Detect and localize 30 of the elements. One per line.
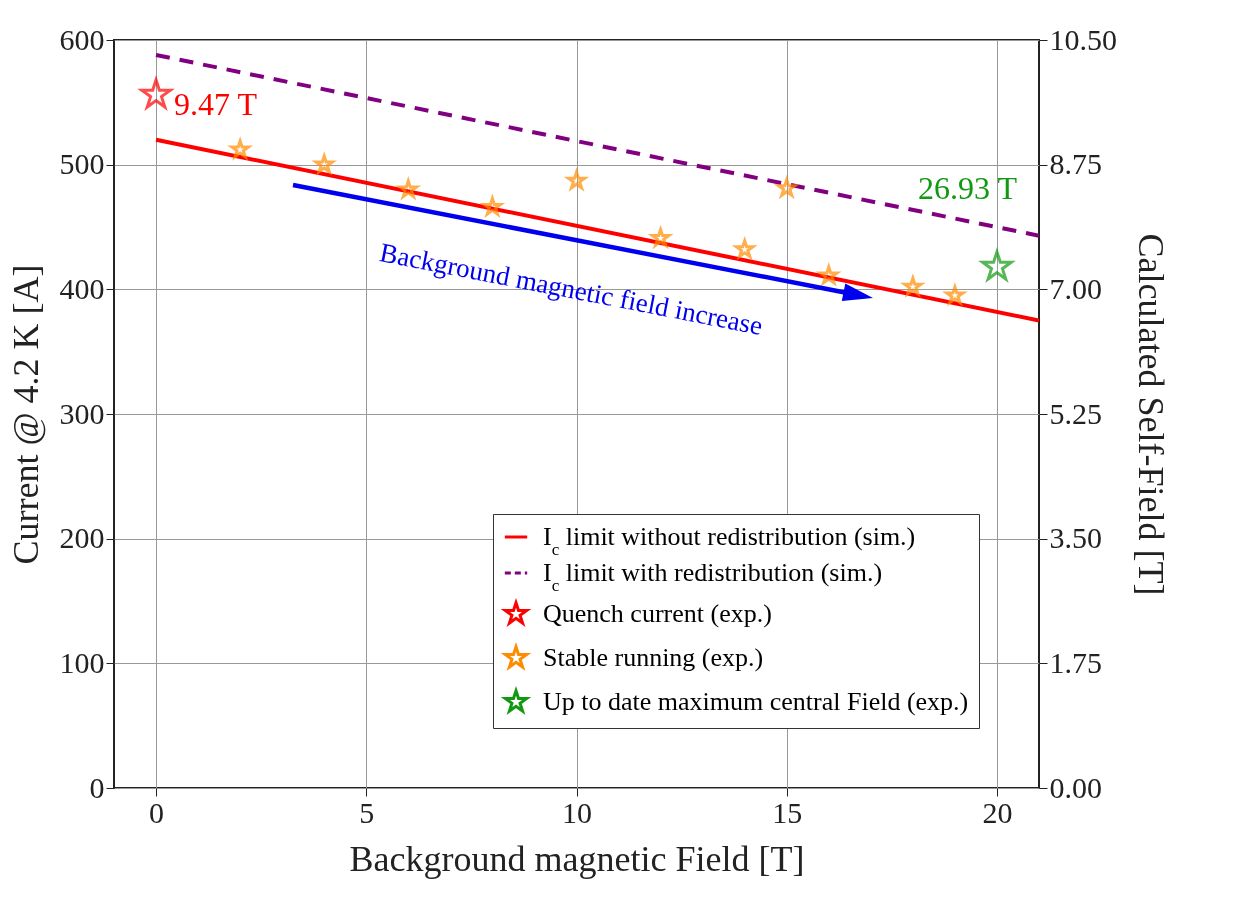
annotation: 26.93 T <box>917 169 1018 206</box>
legend-label: Stable running (exp.) <box>543 643 764 672</box>
legend-label: I$_{c}$ limit without redistribution (sim.) <box>543 522 916 559</box>
y-tick-label: 100 <box>59 645 105 679</box>
x-tick-label: 5 <box>359 795 375 829</box>
y-tick-label: 300 <box>59 396 105 430</box>
legend-label: Up to date maximum central Field (exp.) <box>543 687 969 716</box>
y-tick-label: 600 <box>59 22 105 56</box>
x-tick-label: 10 <box>562 795 592 829</box>
y-tick-label: 200 <box>59 521 105 555</box>
y2-tick-label: 0.00 <box>1049 770 1102 804</box>
x-tick-label: 20 <box>982 795 1013 829</box>
y-axis-title: Current @ 4.2 K [A] <box>5 264 46 565</box>
y2-axis-title: Calculated Self-Field [T] <box>1131 233 1171 596</box>
annotation: Background magnetic field increase <box>377 237 766 341</box>
x-tick-label: 0 <box>149 795 165 829</box>
x-axis-title: Background magnetic Field [T] <box>349 838 805 879</box>
y-tick-label: 0 <box>89 770 105 804</box>
y-tick-label: 500 <box>59 147 105 181</box>
annotation: 9.47 T <box>174 85 258 122</box>
y-tick-label: 400 <box>59 271 105 305</box>
y2-tick-label: 8.75 <box>1049 147 1102 181</box>
y2-tick-label: 3.50 <box>1049 521 1102 555</box>
legend-label: I$_{c}$ limit with redistribution (sim.) <box>543 558 883 595</box>
legend-label: Quench current (exp.) <box>543 599 772 628</box>
x-tick-label: 15 <box>772 795 803 829</box>
y2-tick-label: 7.00 <box>1049 271 1102 305</box>
y2-tick-label: 5.25 <box>1049 396 1102 430</box>
y2-tick-label: 10.50 <box>1049 22 1117 56</box>
y2-tick-label: 1.75 <box>1049 645 1102 679</box>
